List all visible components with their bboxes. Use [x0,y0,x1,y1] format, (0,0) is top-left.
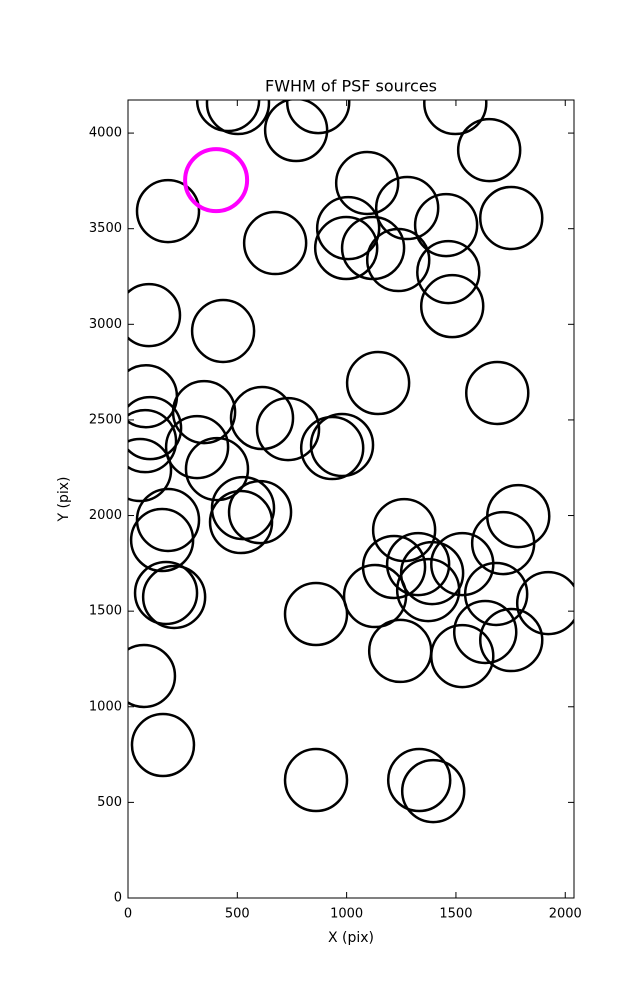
y-tick-label: 3500 [89,221,122,236]
source [205,100,271,136]
source [463,561,529,627]
source [423,100,488,136]
source [255,396,321,462]
source [345,350,411,416]
y-tick-label: 1000 [89,699,122,714]
source [129,507,195,573]
source [135,178,201,244]
source [479,185,544,251]
y-tick-label: 2000 [89,508,122,523]
source [385,531,451,597]
x-tick-label: 500 [225,907,250,922]
source [130,712,196,778]
source [283,747,349,813]
x-tick-label: 0 [124,907,132,922]
source [141,564,207,630]
source [479,607,544,673]
source [413,192,479,258]
source [430,623,495,689]
source [395,557,461,623]
source [400,758,466,824]
source [135,487,201,553]
plot-frame [127,99,575,899]
source [299,415,365,481]
source [128,395,183,461]
source [416,239,481,305]
y-tick-label: 500 [97,795,122,810]
source [367,618,433,684]
source [283,581,349,647]
source [309,412,375,478]
x-tick-label: 1000 [330,907,363,922]
source [190,298,256,364]
y-tick-label: 3000 [89,317,122,332]
source [285,100,351,135]
chart-title: FWHM of PSF sources [265,77,437,96]
source [470,510,536,576]
source [315,195,381,261]
y-axis-label: Y (pix) [56,477,72,523]
x-tick-label: 2000 [549,907,582,922]
source [334,150,400,216]
source [242,210,308,276]
y-tick-label: 2500 [89,412,122,427]
source [227,479,293,545]
source [128,643,177,709]
source [128,437,173,503]
y-tick-label: 1500 [89,604,122,619]
source [263,100,329,163]
source [229,385,295,451]
x-axis-label: X (pix) [328,930,374,946]
source [195,100,261,133]
source [313,215,379,281]
source [128,408,178,474]
source [342,563,408,629]
source [184,436,250,502]
source [515,570,574,636]
y-tick-label: 4000 [89,126,122,141]
plot-area [128,100,574,824]
source [456,117,522,183]
source [365,227,431,293]
source [419,273,485,339]
source [374,175,440,241]
highlighted-source [183,147,250,214]
source [164,414,230,480]
source [133,560,199,626]
source [386,747,452,813]
source [128,282,182,348]
source [465,360,530,426]
source [171,379,237,445]
y-tick-label: 0 [114,891,122,906]
source [452,599,518,665]
x-tick-label: 1500 [439,907,472,922]
source [208,489,274,555]
source [371,497,437,563]
